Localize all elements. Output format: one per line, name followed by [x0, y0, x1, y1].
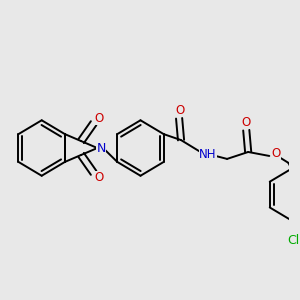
Text: O: O: [242, 116, 251, 129]
Text: O: O: [95, 171, 104, 184]
Text: Cl: Cl: [287, 234, 299, 247]
Text: O: O: [176, 104, 185, 117]
Text: NH: NH: [199, 148, 217, 161]
Text: N: N: [97, 142, 106, 154]
Text: O: O: [95, 112, 104, 125]
Text: O: O: [272, 148, 280, 160]
